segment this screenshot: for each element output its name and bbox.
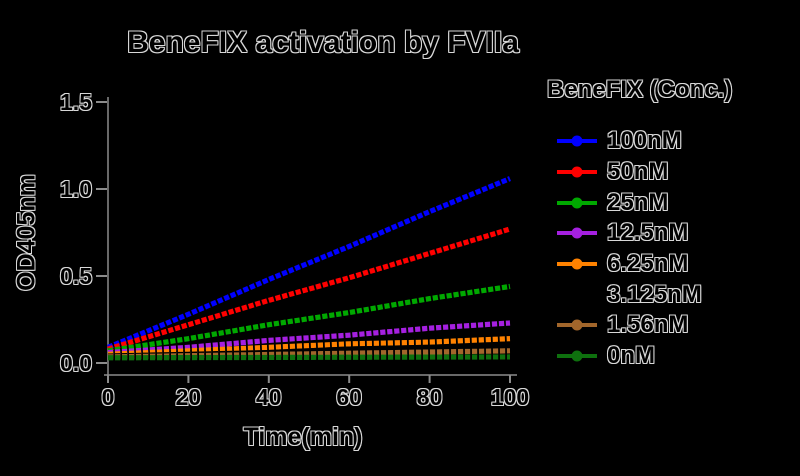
- legend-item-1.56nM: 1.56nM: [547, 310, 797, 341]
- y-axis-label: OD405nm: [12, 174, 41, 291]
- legend-item-0nM: 0nM: [547, 341, 797, 372]
- legend-label: 100nM: [607, 127, 682, 155]
- series-line-100nM: [107, 176, 511, 350]
- chart-title: BeneFIX activation by FVIIa: [127, 26, 519, 59]
- legend-label: 50nM: [607, 158, 669, 186]
- legend-line-marker-icon: [557, 135, 597, 147]
- series-line-25nM: [107, 283, 511, 354]
- legend-line-marker-icon: [557, 350, 597, 362]
- legend-line-marker-icon: [557, 289, 597, 301]
- y-tick-label-1.5: 1.5: [60, 89, 92, 115]
- legend-item-3.125nM: 3.125nM: [547, 279, 797, 310]
- x-tick-label-80: 80: [416, 384, 443, 410]
- legend-line-marker-icon: [557, 258, 597, 270]
- x-tick-label-0: 0: [101, 384, 115, 410]
- x-tick-label-40: 40: [256, 384, 282, 410]
- legend-label: 25nM: [607, 188, 669, 216]
- x-tick-label-20: 20: [175, 384, 202, 410]
- legend-items: 100nM 50nM 25nM 12.5nM 6.25nM 3.125nM 1.56nM 0n…: [547, 126, 797, 372]
- series-line-50nM: [107, 226, 511, 352]
- x-axis-label: Time(min): [243, 423, 363, 451]
- legend-line-marker-icon: [557, 319, 597, 331]
- legend-line-marker-icon: [557, 197, 597, 209]
- series-line-12.5nM: [107, 320, 511, 356]
- legend-item-25nM: 25nM: [547, 187, 797, 218]
- legend-label: 12.5nM: [607, 219, 689, 247]
- legend: BeneFIX (Conc.) 100nM 50nM 25nM 12.5nM 6.25n…: [547, 76, 797, 372]
- y-tick-label-0.5: 0.5: [60, 263, 92, 289]
- legend-line-marker-icon: [557, 166, 597, 178]
- legend-label: 0nM: [607, 342, 655, 370]
- legend-label: 6.25nM: [607, 250, 689, 278]
- legend-item-50nM: 50nM: [547, 157, 797, 188]
- legend-item-6.25nM: 6.25nM: [547, 249, 797, 280]
- legend-title: BeneFIX (Conc.): [547, 76, 733, 103]
- legend-item-12.5nM: 12.5nM: [547, 218, 797, 249]
- legend-item-100nM: 100nM: [547, 126, 797, 157]
- legend-label: 3.125nM: [607, 280, 702, 308]
- series-line-0nM: [107, 354, 511, 361]
- legend-line-marker-icon: [557, 227, 597, 239]
- x-tick-label-100: 100: [490, 384, 530, 410]
- x-tick-label-60: 60: [336, 384, 362, 410]
- legend-label: 1.56nM: [607, 311, 689, 339]
- y-tick-label-0.0: 0.0: [60, 350, 92, 376]
- series-line-6.25nM: [107, 336, 511, 357]
- y-tick-label-1.0: 1.0: [60, 176, 92, 202]
